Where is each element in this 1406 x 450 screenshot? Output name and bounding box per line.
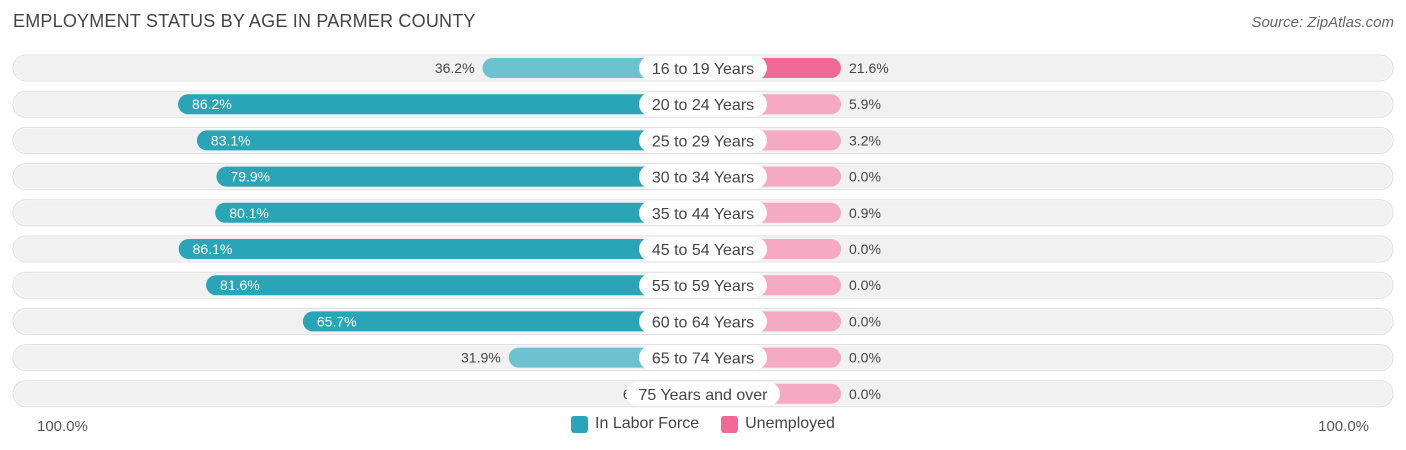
bar-labor-force	[215, 202, 704, 223]
legend-item-unemployed[interactable]: Unemployed	[721, 415, 835, 433]
label-labor-force: 65.7%	[317, 313, 357, 329]
category-pill	[639, 92, 767, 117]
category-label: 35 to 44 Years	[652, 206, 754, 223]
chart-canvas: 36.2% 21.6% 16 to 19 Years 86.2% 5.9% 20 to 2…	[12, 54, 1394, 408]
category-label: 55 to 59 Years	[652, 278, 754, 295]
category-pill	[639, 237, 767, 261]
label-unemployed: 0.0%	[849, 386, 881, 402]
bar-labor-force	[206, 275, 703, 296]
category-pill	[639, 56, 767, 80]
category-label: 65 to 74 Years	[652, 351, 754, 368]
label-labor-force: 83.1%	[211, 132, 251, 148]
category-label: 60 to 64 Years	[652, 314, 754, 331]
bar-labor-force	[196, 130, 703, 151]
label-labor-force: 31.9%	[461, 350, 501, 366]
category-pill	[626, 381, 780, 406]
label-unemployed: 0.9%	[849, 205, 881, 221]
label-labor-force: 86.1%	[193, 241, 233, 257]
chart-title: EMPLOYMENT STATUS BY AGE IN PARMER COUNT…	[13, 11, 476, 31]
legend-swatch-labor-force	[571, 415, 589, 433]
label-labor-force: 80.1%	[229, 205, 269, 221]
category-label: 20 to 24 Years	[652, 97, 754, 114]
bar-labor-force	[216, 166, 703, 187]
category-label: 16 to 19 Years	[652, 61, 754, 78]
category-pill	[639, 273, 767, 298]
category-label: 25 to 29 Years	[652, 133, 754, 150]
category-pill	[639, 128, 767, 153]
label-labor-force: 79.9%	[230, 169, 270, 185]
legend-swatch-unemployed	[721, 415, 739, 433]
label-unemployed: 0.0%	[849, 241, 881, 257]
legend-label-unemployed: Unemployed	[745, 415, 835, 432]
label-unemployed: 5.9%	[849, 96, 881, 112]
legend-item-labor-force[interactable]: In Labor Force	[571, 415, 699, 433]
category-label: 30 to 34 Years	[652, 170, 754, 187]
legend: In Labor Force Unemployed	[0, 415, 1406, 433]
label-unemployed: 0.0%	[849, 169, 881, 185]
axis-right-label: 100.0%	[1318, 418, 1369, 435]
label-unemployed: 0.0%	[849, 313, 881, 329]
category-label: 45 to 54 Years	[652, 242, 754, 259]
bar-labor-force	[178, 94, 704, 115]
label-labor-force: 36.2%	[435, 60, 475, 76]
category-pill	[639, 345, 767, 370]
category-pill	[639, 309, 767, 334]
category-pill	[639, 164, 767, 189]
bar-labor-force	[178, 239, 703, 259]
label-unemployed: 0.0%	[849, 350, 881, 366]
category-label: 75 Years and over	[639, 387, 769, 404]
legend-label-labor-force: In Labor Force	[595, 415, 700, 432]
label-labor-force: 81.6%	[220, 277, 260, 293]
label-unemployed: 0.0%	[849, 277, 881, 293]
category-pill	[639, 200, 767, 225]
source-note: Source: ZipAtlas.com	[1251, 14, 1394, 31]
label-labor-force: 86.2%	[192, 96, 232, 112]
bar-labor-force	[302, 311, 703, 332]
label-unemployed: 21.6%	[849, 60, 889, 76]
label-unemployed: 3.2%	[849, 132, 881, 148]
axis-left-label: 100.0%	[37, 418, 88, 435]
